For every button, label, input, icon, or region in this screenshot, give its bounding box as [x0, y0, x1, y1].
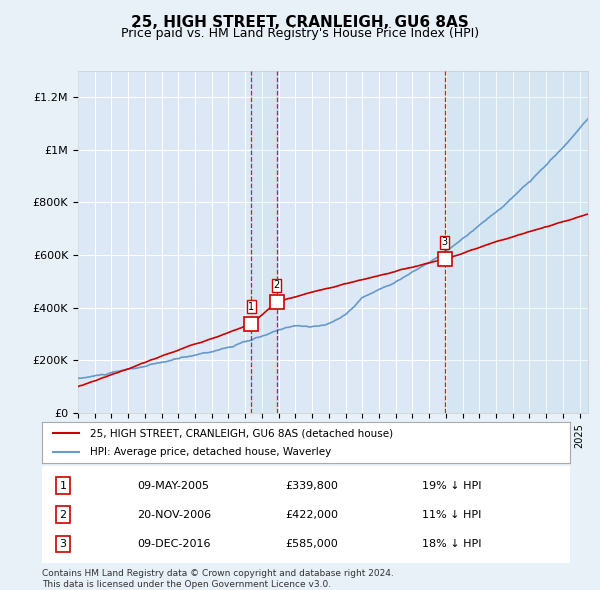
Text: 25, HIGH STREET, CRANLEIGH, GU6 8AS (detached house): 25, HIGH STREET, CRANLEIGH, GU6 8AS (det…	[89, 428, 392, 438]
Text: 09-MAY-2005: 09-MAY-2005	[137, 481, 209, 490]
Text: 2: 2	[59, 510, 67, 520]
Text: 09-DEC-2016: 09-DEC-2016	[137, 539, 211, 549]
Text: Contains HM Land Registry data © Crown copyright and database right 2024.
This d: Contains HM Land Registry data © Crown c…	[42, 569, 394, 589]
Text: £339,800: £339,800	[285, 481, 338, 490]
Text: 3: 3	[59, 539, 67, 549]
Text: HPI: Average price, detached house, Waverley: HPI: Average price, detached house, Wave…	[89, 447, 331, 457]
Text: 1: 1	[59, 481, 67, 490]
Text: 1: 1	[248, 301, 254, 312]
Text: 25, HIGH STREET, CRANLEIGH, GU6 8AS: 25, HIGH STREET, CRANLEIGH, GU6 8AS	[131, 15, 469, 30]
Text: 18% ↓ HPI: 18% ↓ HPI	[422, 539, 482, 549]
Text: 20-NOV-2006: 20-NOV-2006	[137, 510, 211, 520]
Bar	[251, 71, 277, 413]
Text: £585,000: £585,000	[285, 539, 338, 549]
Text: £422,000: £422,000	[285, 510, 338, 520]
Text: 2: 2	[274, 280, 280, 290]
Text: 11% ↓ HPI: 11% ↓ HPI	[422, 510, 482, 520]
Bar	[445, 71, 588, 413]
Text: 3: 3	[442, 237, 448, 247]
Text: 19% ↓ HPI: 19% ↓ HPI	[422, 481, 482, 490]
Text: Price paid vs. HM Land Registry's House Price Index (HPI): Price paid vs. HM Land Registry's House …	[121, 27, 479, 40]
